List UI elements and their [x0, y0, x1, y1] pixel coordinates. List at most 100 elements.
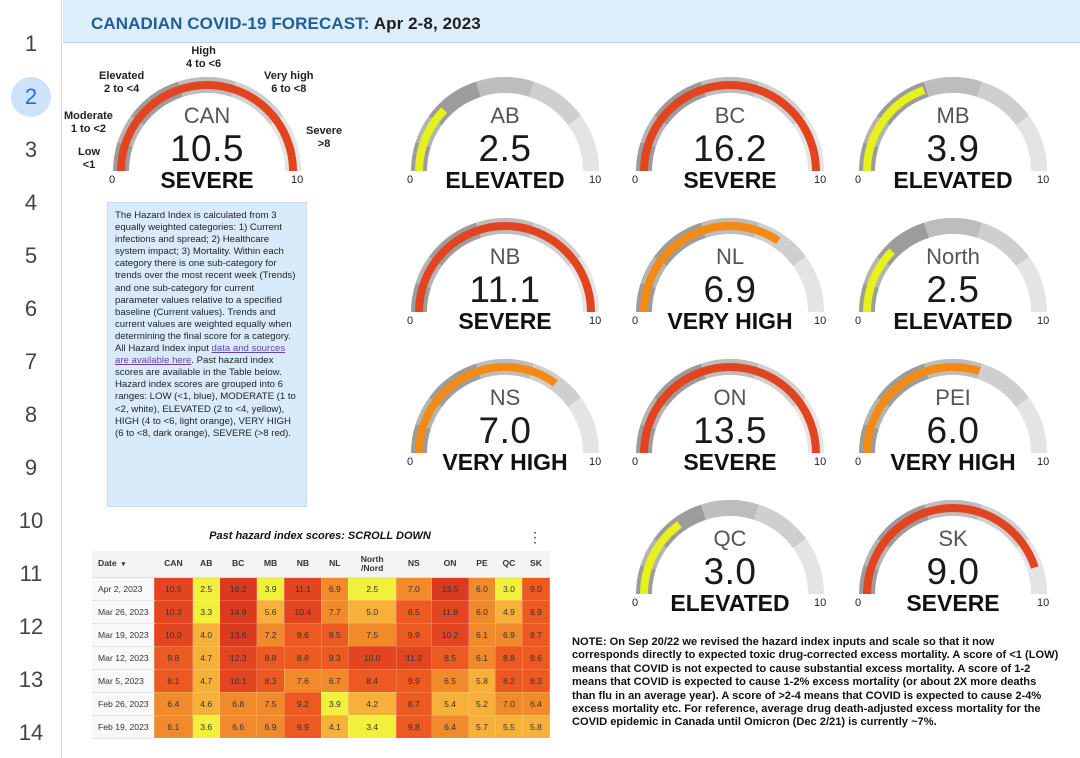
gauge-value-arc [117, 81, 297, 172]
row-number[interactable]: 10 [0, 506, 62, 536]
gauge-min-label: 0 [855, 315, 862, 327]
gauge-dial [636, 500, 824, 595]
column-header[interactable]: SK [522, 551, 550, 578]
row-date: Mar 19, 2023 [92, 623, 154, 647]
column-header[interactable]: ON [431, 551, 469, 578]
scale-label-low: Low <1 [78, 146, 100, 171]
score-cell: 4.7 [192, 645, 221, 670]
data-sources-link[interactable]: data and sources are available here [115, 343, 286, 367]
gauge-value-arc [640, 521, 682, 595]
row-number[interactable]: 7 [0, 347, 62, 377]
column-header[interactable]: NS [396, 551, 432, 578]
row-number[interactable]: 9 [0, 453, 62, 483]
info-text-end: . Past hazard index scores are available… [115, 355, 296, 439]
score-cell: 9.3 [320, 645, 349, 670]
column-header[interactable]: MB [256, 551, 285, 578]
column-header[interactable]: North/Nord [348, 551, 397, 578]
table-title: Past hazard index scores: SCROLL DOWN [209, 530, 431, 542]
score-cell: 9.9 [395, 668, 433, 693]
score-cell: 9.2 [283, 691, 322, 716]
row-number[interactable]: 3 [0, 135, 62, 165]
row-number-label: 9 [24, 455, 38, 480]
gauge-min-label: 0 [407, 174, 414, 186]
gauge-band [977, 222, 1030, 267]
gauge-value: 16.2 [692, 128, 767, 169]
gauge-max-label: 10 [589, 174, 602, 186]
row-number-label: 6 [24, 296, 38, 321]
score-cell: 10.4 [283, 599, 322, 624]
score-cell: 2.5 [347, 576, 397, 601]
gauge-min-label: 0 [855, 597, 862, 609]
row-number[interactable]: 1 [0, 29, 62, 59]
row-number[interactable]: 6 [0, 294, 62, 324]
column-header-date[interactable]: Date ▾ [92, 551, 154, 578]
scale-revision-note: NOTE: On Sep 20/22 we revised the hazard… [572, 636, 1059, 729]
column-header[interactable]: CAN [154, 551, 193, 578]
gauge-value: 3.0 [703, 551, 757, 592]
column-header[interactable]: NB [284, 551, 322, 578]
gauge-level: SEVERE [458, 308, 552, 334]
score-cell: 16.2 [219, 576, 258, 601]
more-options-icon[interactable]: ⋮ [528, 529, 542, 545]
column-header[interactable]: AB [192, 551, 220, 578]
gauge-value-arc [640, 363, 820, 454]
row-number[interactable]: 11 [0, 559, 62, 589]
gauge-region-label: NL [715, 244, 745, 269]
gauge-dial [411, 77, 599, 172]
score-cell: 5.4 [431, 691, 469, 716]
table-row: Mar 5, 2023 8.1 4.7 10.1 8.3 7.6 6.7 8.4 9.9 6.5 5… [92, 668, 551, 693]
score-cell: 10.0 [347, 645, 397, 670]
gauge-dial [859, 218, 1047, 313]
score-cell: 4.1 [320, 714, 349, 739]
score-cell: 3.9 [256, 576, 285, 601]
row-number[interactable]: 14 [0, 718, 62, 748]
hazard-index-info-box: The Hazard Index is calculated from 3 eq… [107, 202, 307, 507]
row-number-label: 3 [24, 137, 38, 162]
gauge-value: 9.0 [926, 551, 980, 592]
column-header[interactable]: BC [219, 551, 257, 578]
gauge-level: SEVERE [683, 449, 777, 475]
gauge-pei: PEI 6.0 VERY HIGH 0 10 [853, 358, 1053, 478]
gauge-max-label: 10 [589, 315, 602, 327]
row-number[interactable]: 12 [0, 612, 62, 642]
gauge-level: ELEVATED [893, 308, 1013, 334]
gauge-region-label: MB [936, 103, 970, 128]
gauge-value-arc [415, 222, 595, 313]
gauge-max-label: 10 [814, 174, 827, 186]
column-header[interactable]: NL [321, 551, 349, 578]
title-prefix: CANADIAN COVID-19 FORECAST: [91, 14, 370, 33]
score-cell: 13.6 [219, 622, 258, 647]
info-text-start: The Hazard Index is calculated from 3 eq… [115, 210, 296, 355]
row-number-label: 4 [24, 190, 38, 215]
gauge-dial [411, 359, 599, 454]
row-number[interactable]: 4 [0, 188, 62, 218]
column-header-date-label: Date [98, 557, 117, 568]
row-number[interactable]: 2 [0, 77, 62, 117]
row-number[interactable]: 8 [0, 400, 62, 430]
score-cell: 8.7 [521, 622, 551, 647]
gauge-band [700, 500, 760, 520]
gauge-max-label: 10 [1037, 315, 1050, 327]
gauge-max-label: 10 [1037, 174, 1050, 186]
gauge-dial [636, 359, 824, 454]
column-header[interactable]: PE [468, 551, 496, 578]
score-cell: 11.8 [431, 599, 469, 624]
score-cell: 9.8 [395, 714, 433, 739]
gauge-level: VERY HIGH [442, 449, 568, 475]
column-header[interactable]: QC [495, 551, 523, 578]
score-cell: 10.2 [431, 622, 469, 647]
gauge-mb: MB 3.9 ELEVATED 0 10 [853, 76, 1053, 196]
row-number[interactable]: 13 [0, 665, 62, 695]
score-cell: 3.9 [320, 691, 349, 716]
score-cell: 3.4 [347, 714, 397, 739]
gauge-max-label: 10 [814, 315, 827, 327]
score-cell: 4.0 [192, 622, 221, 647]
gauge-region-label: BC [714, 103, 746, 128]
row-number-gutter: 1 2 3 4 5 6 7 8 9 10 11 12 13 14 [0, 0, 62, 758]
score-cell: 13.5 [431, 576, 469, 601]
row-number[interactable]: 5 [0, 241, 62, 271]
score-cell: 6.7 [320, 668, 349, 693]
row-number-label: 8 [24, 402, 38, 427]
gauge-band [977, 363, 1030, 408]
score-cell: 8.8 [494, 645, 523, 670]
